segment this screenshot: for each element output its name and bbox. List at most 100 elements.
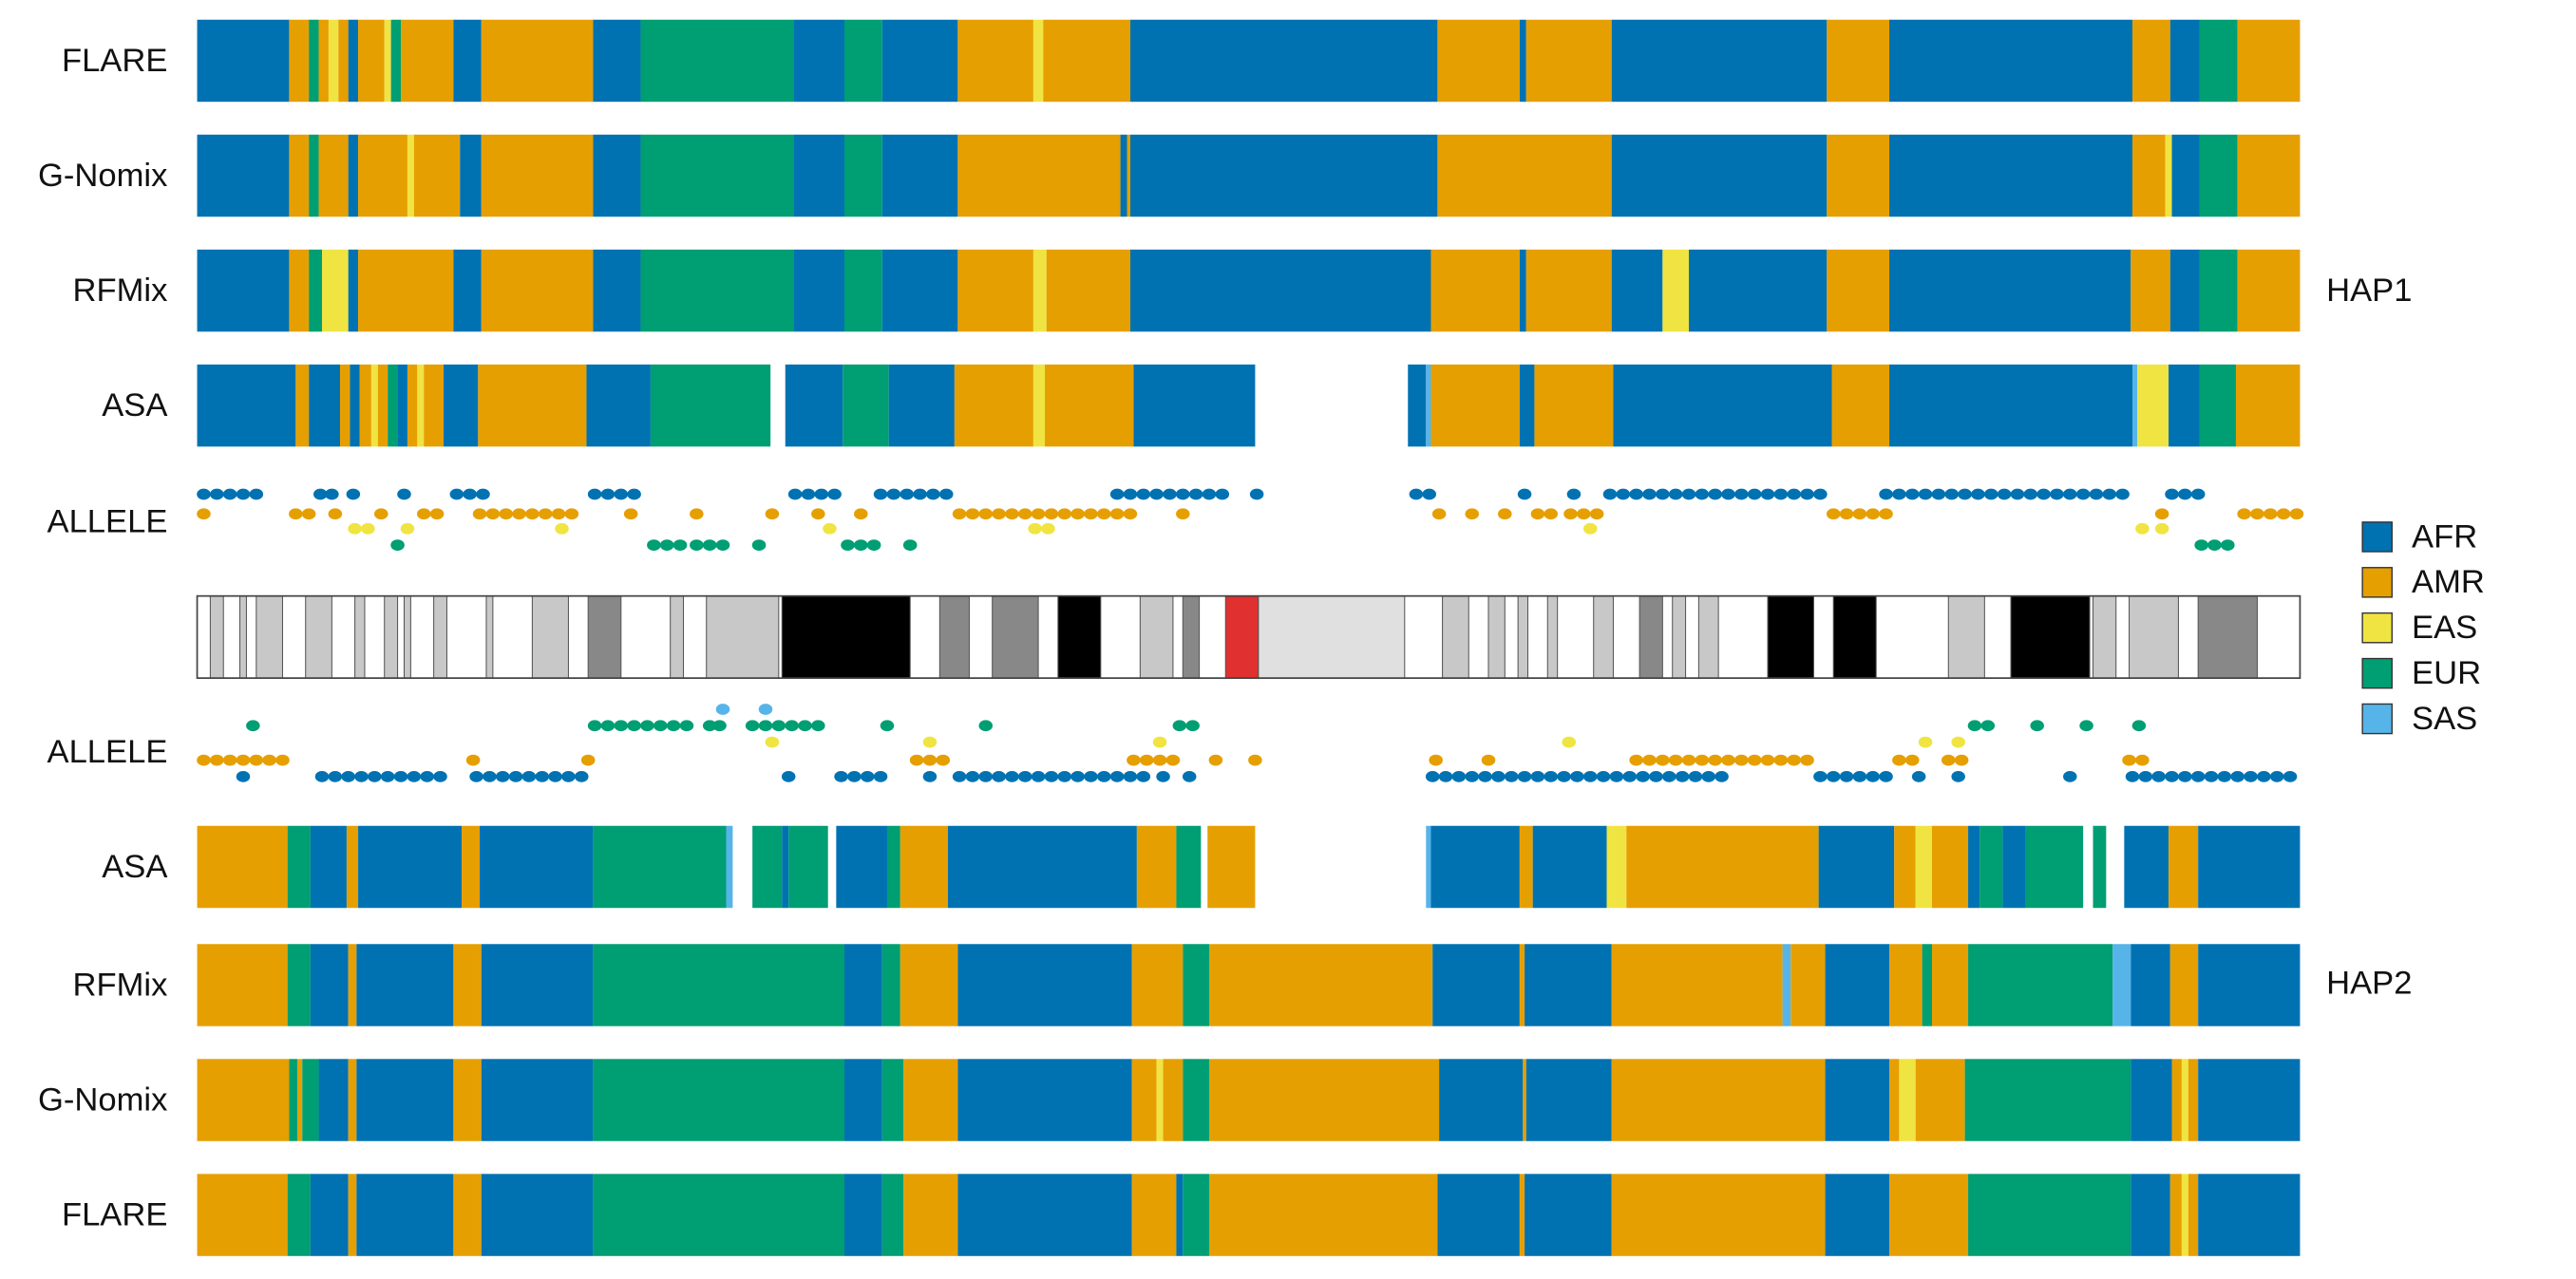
allele-dot: [1852, 508, 1867, 520]
allele-dot: [1596, 771, 1611, 782]
ancestry-segment: [1932, 825, 1969, 909]
ancestry-segment: [1519, 19, 1526, 103]
track-label: RFMix: [73, 273, 168, 309]
allele-dot: [2204, 771, 2219, 782]
allele-dot: [2269, 771, 2284, 782]
allele-dot: [787, 488, 803, 500]
allele-dot: [2221, 539, 2235, 551]
ancestry-segment: [2198, 1174, 2301, 1256]
allele-dot: [627, 720, 641, 732]
allele-dot: [712, 720, 727, 732]
ancestry-segment: [289, 249, 310, 332]
cytoband: [1224, 595, 1260, 679]
allele-dot: [499, 508, 513, 520]
allele-dot: [2217, 771, 2232, 782]
allele-dot: [1951, 771, 1965, 782]
allele-dot: [1951, 736, 1965, 748]
allele-dot: [659, 539, 674, 551]
allele-dot: [1544, 771, 1558, 782]
ancestry-segment: [1156, 1059, 1164, 1141]
allele-dot: [1018, 771, 1032, 782]
ancestry-segment: [1979, 825, 2003, 909]
allele-dot: [1498, 508, 1512, 520]
cytoband: [2010, 595, 2091, 679]
allele-dot: [472, 508, 487, 520]
cytoband: [433, 595, 447, 679]
allele-dot: [1156, 771, 1170, 782]
ancestry-segment: [348, 1174, 357, 1256]
allele-dot: [873, 488, 888, 500]
ancestry-segment: [1915, 825, 1932, 909]
allele-dot: [1208, 754, 1223, 766]
allele-dot: [1839, 771, 1854, 782]
allele-dot: [313, 488, 328, 500]
ancestry-segment: [1827, 134, 1890, 217]
legend-swatch: [2361, 703, 2393, 735]
allele-dot: [2075, 488, 2091, 500]
allele-dot: [1136, 771, 1151, 782]
allele-dot: [354, 771, 369, 782]
ancestry-segment: [1183, 1059, 1209, 1141]
allele-dot: [1971, 488, 1985, 500]
ancestry-segment: [1662, 249, 1690, 332]
ancestry-segment: [593, 249, 641, 332]
allele-dot: [854, 508, 868, 520]
allele-dot: [2257, 771, 2271, 782]
allele-dot: [1747, 754, 1762, 766]
ancestry-segment: [1519, 1174, 1525, 1256]
allele-dot: [429, 508, 445, 520]
allele-dot: [1954, 754, 1969, 766]
cytoband: [1057, 595, 1102, 679]
ancestry-segment: [1915, 1059, 1965, 1141]
ancestry-segment: [788, 825, 828, 909]
ancestry-segment: [2131, 1174, 2170, 1256]
ancestry-segment: [289, 134, 310, 217]
allele-dot: [512, 508, 526, 520]
ancestry-segment: [903, 1059, 958, 1141]
ancestry-segment: [752, 825, 783, 909]
allele-dot: [765, 508, 780, 520]
allele-dot: [1544, 508, 1558, 520]
allele-dot: [2154, 522, 2169, 535]
ancestry-segment: [843, 364, 889, 447]
allele-dot: [1557, 771, 1571, 782]
allele-dot: [1602, 488, 1618, 500]
ancestry-segment: [287, 825, 311, 909]
ancestry-segment: [1131, 944, 1184, 1026]
ancestry-segment: [1899, 1059, 1916, 1141]
allele-dot: [222, 754, 237, 766]
ancestry-segment: [328, 19, 339, 103]
allele-dot: [236, 488, 251, 500]
ancestry-segment: [2198, 944, 2301, 1026]
ancestry-segment: [197, 1059, 290, 1141]
legend-swatch: [2361, 521, 2393, 553]
ancestry-segment: [1176, 1174, 1184, 1256]
allele-dot: [1562, 736, 1577, 748]
ancestry-segment: [413, 134, 461, 217]
ancestry-segment: [346, 825, 359, 909]
allele-dot: [374, 508, 388, 520]
allele-dot: [380, 771, 395, 782]
allele-dot: [1701, 771, 1716, 782]
ancestry-segment: [1825, 1174, 1890, 1256]
ancestry-segment: [2171, 1059, 2182, 1141]
ancestry-segment: [954, 364, 1033, 447]
allele-dot: [978, 508, 994, 520]
allele-dot: [1879, 488, 1893, 500]
allele-dot: [1708, 488, 1722, 500]
track-label: FLARE: [62, 1196, 167, 1232]
ancestry-segment: [844, 19, 882, 103]
ancestry-segment: [640, 134, 794, 217]
allele-dot: [1629, 488, 1643, 500]
ancestry-segment: [358, 19, 385, 103]
ancestry-segment: [836, 825, 887, 909]
allele-dot: [495, 771, 510, 782]
allele-dot: [1136, 488, 1151, 500]
ancestry-segment: [793, 19, 845, 103]
allele-dot: [1570, 771, 1584, 782]
allele-dot: [1005, 771, 1019, 782]
allele-dot: [1109, 771, 1125, 782]
allele-dot: [1215, 488, 1230, 500]
cytoband: [2197, 595, 2258, 679]
allele-dot: [922, 736, 938, 748]
